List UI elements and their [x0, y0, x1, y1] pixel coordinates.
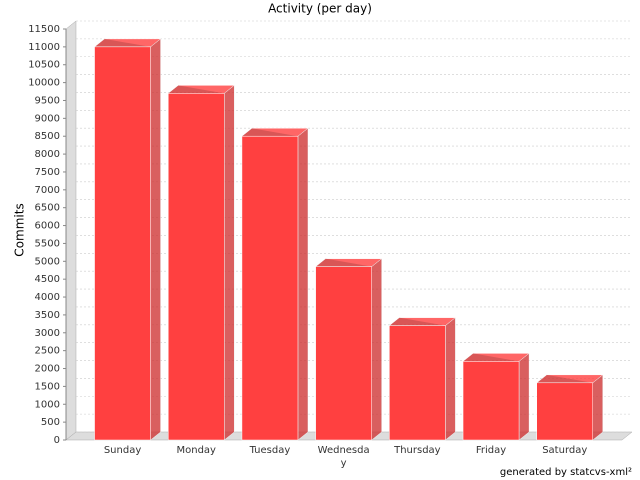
y-tick-label: 1500: [35, 381, 60, 392]
y-tick-label: 9000: [35, 113, 60, 124]
bar-front: [168, 93, 225, 441]
y-tick-label: 4000: [35, 292, 60, 303]
y-tick-label: 5000: [35, 256, 60, 267]
x-tick-label: Saturday: [542, 445, 588, 456]
x-tick-label: Sunday: [103, 445, 142, 456]
y-tick-label: 3500: [35, 310, 60, 321]
bar: [167, 84, 235, 441]
y-axis-label: Commits: [13, 203, 27, 256]
y-tick-label: 8000: [35, 149, 60, 160]
y-tick-label: 7000: [35, 185, 60, 196]
x-tick-label: Monday: [176, 445, 216, 456]
bar: [314, 258, 383, 441]
bar-front: [94, 46, 151, 441]
bar-front: [389, 325, 446, 441]
y-tick-label: 4500: [35, 274, 60, 285]
y-tick-label: 2500: [35, 346, 60, 357]
bar-front: [536, 382, 593, 441]
y-tick-label: 10000: [28, 78, 60, 89]
x-tick-label: Tuesday: [249, 445, 291, 456]
y-tick-label: 3000: [35, 328, 60, 339]
y-tick-label: 500: [41, 417, 60, 428]
y-tick-label: 11000: [28, 42, 60, 53]
bar: [93, 38, 162, 441]
y-tick-label: 6500: [35, 203, 60, 214]
y-tick-label: 8500: [35, 131, 60, 142]
y-tick-label: 11500: [28, 24, 60, 35]
y-tick-label: 6000: [35, 221, 60, 232]
bar: [388, 317, 457, 441]
bar-front: [462, 361, 520, 441]
x-tick-label: Thursday: [394, 445, 441, 456]
bar: [536, 374, 604, 441]
y-tick-label: 2000: [35, 364, 60, 375]
y-tick-label: 9500: [35, 95, 60, 106]
chart-title: Activity (per day): [268, 2, 372, 16]
y-tick-label: 10500: [28, 60, 60, 71]
left-wall: [65, 20, 77, 441]
bar: [462, 352, 530, 441]
x-tick-label: Wednesday: [317, 445, 370, 469]
y-tick-label: 7500: [35, 167, 60, 178]
bar-front: [241, 135, 299, 441]
bar-front: [315, 266, 372, 441]
y-tick-label: 1000: [35, 399, 60, 410]
bar: [241, 127, 309, 441]
y-tick-label: 0: [54, 435, 60, 446]
y-tick-label: 5500: [35, 238, 60, 249]
x-tick-label: Friday: [475, 445, 507, 456]
footer: generated by statcvs-xml²: [500, 467, 632, 478]
